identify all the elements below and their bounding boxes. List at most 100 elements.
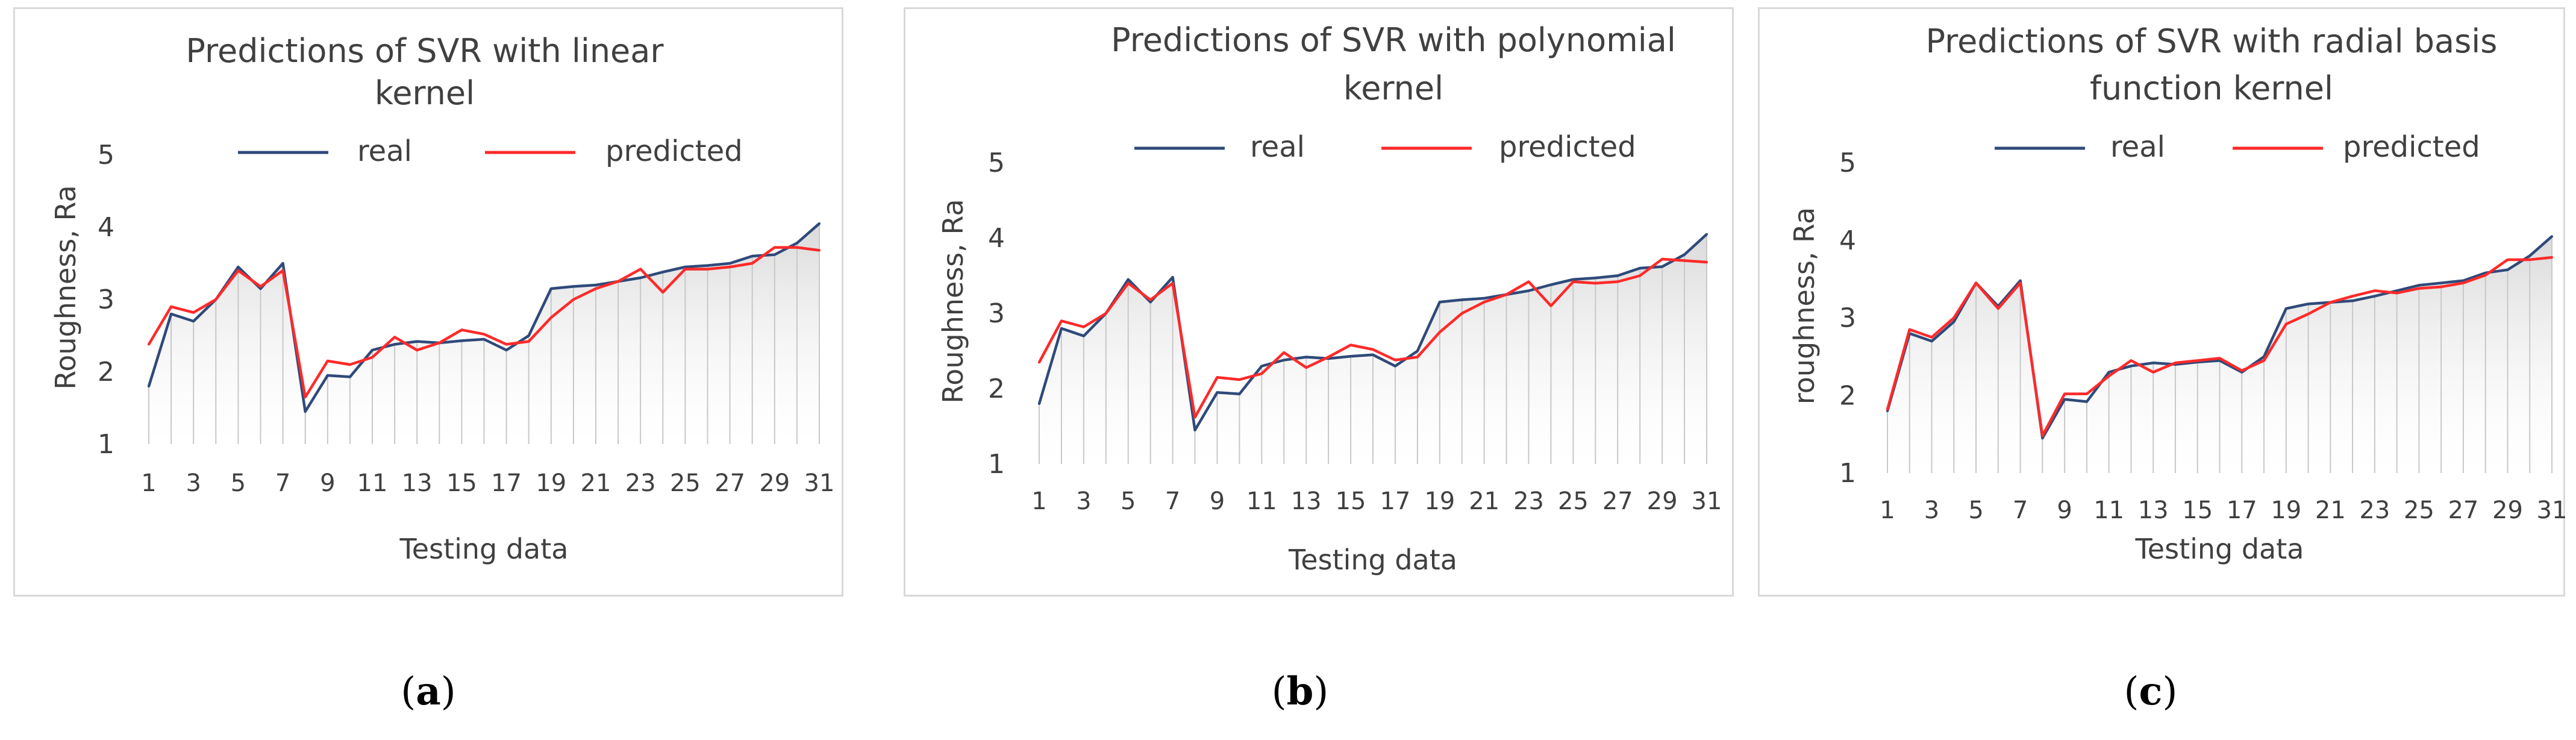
chart-title-line-1: Predictions of SVR with linear [186, 32, 664, 70]
x-tick-label-7: 7 [275, 469, 290, 497]
point-real-20 [2307, 303, 2310, 306]
x-tick-label-11: 11 [357, 469, 388, 497]
point-real-3 [1082, 334, 1085, 337]
x-tick-label-29: 29 [759, 469, 790, 497]
point-predicted-12 [1283, 351, 1286, 354]
point-predicted-24 [2395, 292, 2398, 295]
x-tick-label-21: 21 [2315, 497, 2346, 524]
point-predicted-26 [2440, 286, 2443, 288]
point-real-26 [1594, 277, 1597, 280]
x-tick-label-5: 5 [231, 469, 246, 497]
x-tick-label-9: 9 [320, 469, 335, 497]
point-predicted-16 [1372, 348, 1374, 351]
point-real-8 [1193, 428, 1196, 431]
x-tick-label-13: 13 [2138, 497, 2169, 524]
y-tick-label-4: 4 [988, 223, 1005, 254]
y-tick-label-5: 5 [98, 140, 114, 171]
panel-label-b: (b) [1271, 669, 1329, 714]
point-predicted-8 [1193, 416, 1196, 419]
point-real-5 [1127, 278, 1130, 281]
x-tick-label-3: 3 [1076, 488, 1091, 515]
y-tick-label-1: 1 [98, 429, 114, 460]
y-tick-label-1: 1 [1839, 458, 1856, 489]
x-tick-label-21: 21 [581, 469, 611, 497]
point-predicted-13 [416, 349, 419, 351]
point-real-13 [1305, 356, 1308, 359]
real-area-fill [149, 224, 819, 444]
point-predicted-31 [2551, 256, 2553, 259]
point-predicted-28 [2484, 274, 2487, 277]
x-tick-label-23: 23 [625, 469, 656, 497]
point-real-1 [1038, 403, 1040, 405]
point-predicted-19 [2284, 322, 2287, 325]
point-predicted-14 [2174, 362, 2177, 365]
point-predicted-31 [818, 249, 821, 252]
x-tick-label-7: 7 [2013, 497, 2028, 524]
point-predicted-8 [304, 396, 307, 398]
point-predicted-10 [348, 363, 351, 366]
point-predicted-21 [595, 287, 597, 290]
point-real-30 [795, 242, 798, 245]
point-real-10 [1238, 392, 1241, 395]
panel-label-c: (c) [2124, 669, 2178, 714]
x-tick-label-1: 1 [1880, 497, 1895, 524]
chart-title-line-2: function kernel [2090, 69, 2333, 107]
x-axis-title: Testing data [399, 533, 569, 565]
x-tick-label-15: 15 [1336, 488, 1366, 515]
point-predicted-29 [773, 246, 776, 249]
point-predicted-21 [2329, 301, 2332, 304]
point-predicted-11 [1260, 372, 1263, 375]
point-real-26 [2440, 281, 2443, 284]
y-tick-label-4: 4 [98, 212, 114, 243]
y-tick-label-5: 5 [988, 148, 1005, 178]
y-tick-label-3: 3 [988, 298, 1005, 329]
panel-label-b-letter: b [1286, 669, 1314, 714]
point-real-9 [2063, 398, 2066, 401]
x-tick-label-5: 5 [1121, 488, 1136, 515]
point-predicted-27 [2462, 281, 2465, 284]
x-tick-label-29: 29 [2492, 497, 2523, 524]
x-tick-label-23: 23 [1513, 488, 1544, 515]
x-axis-title: Testing data [1288, 544, 1457, 576]
point-predicted-14 [438, 342, 441, 344]
point-real-16 [1372, 353, 1374, 356]
chart-title-line-1: Predictions of SVR with radial basis [1926, 22, 2498, 60]
point-real-26 [706, 264, 709, 267]
y-tick-label-2: 2 [988, 374, 1005, 404]
real-area-fill [1887, 236, 2552, 473]
point-predicted-3 [192, 311, 195, 314]
y-tick-label-1: 1 [988, 449, 1005, 480]
point-predicted-20 [1460, 312, 1463, 315]
point-real-21 [1483, 297, 1486, 299]
x-tick-label-17: 17 [491, 469, 522, 497]
point-real-15 [1349, 355, 1352, 358]
point-predicted-5 [237, 269, 240, 272]
point-real-4 [1952, 320, 1955, 323]
x-tick-label-17: 17 [1380, 488, 1410, 515]
point-real-31 [2551, 235, 2553, 238]
point-predicted-22 [617, 280, 620, 283]
point-predicted-19 [1438, 331, 1441, 334]
chart-panel-c: Predictions of SVR with radial basis func… [1758, 7, 2567, 597]
point-real-28 [1639, 267, 1642, 269]
point-predicted-8 [2041, 434, 2044, 437]
point-real-12 [393, 343, 396, 346]
panel-label-c-letter: c [2139, 669, 2163, 714]
x-tick-label-3: 3 [1924, 497, 1939, 524]
point-predicted-1 [1038, 361, 1040, 364]
point-real-24 [661, 271, 664, 274]
x-tick-label-15: 15 [2182, 497, 2213, 524]
point-predicted-30 [1683, 259, 1686, 262]
point-real-27 [2462, 279, 2465, 282]
point-real-19 [549, 287, 552, 290]
y-tick-label-5: 5 [1839, 148, 1856, 178]
point-predicted-20 [2307, 313, 2310, 316]
point-real-29 [1661, 265, 1664, 268]
point-real-24 [1549, 283, 1552, 286]
chart-panel-a: Predictions of SVR with linear kernel real… [13, 7, 843, 597]
point-real-10 [348, 375, 351, 378]
point-predicted-7 [281, 269, 284, 272]
point-predicted-11 [2107, 375, 2110, 378]
x-tick-label-7: 7 [1165, 488, 1180, 515]
point-real-30 [2528, 254, 2531, 257]
